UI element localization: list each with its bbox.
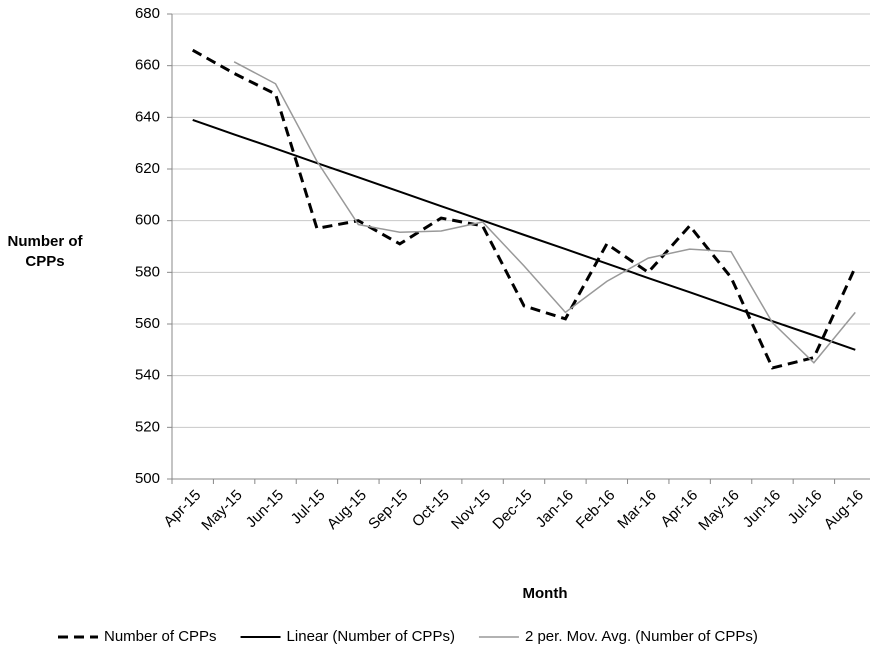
x-tick-label: May-16 bbox=[695, 487, 742, 534]
x-tick-label: Jun-15 bbox=[243, 487, 287, 531]
y-tick-label: 520 bbox=[135, 418, 160, 435]
legend-item: Linear (Number of CPPs) bbox=[240, 628, 455, 645]
x-tick-label: Aug-16 bbox=[821, 487, 867, 533]
y-tick-label: 640 bbox=[135, 108, 160, 125]
legend-item: 2 per. Mov. Avg. (Number of CPPs) bbox=[478, 628, 758, 645]
x-tick-label: Aug-15 bbox=[324, 487, 370, 533]
y-tick-label: 620 bbox=[135, 160, 160, 177]
x-tick-label: May-15 bbox=[198, 487, 245, 534]
y-tick-label: 580 bbox=[135, 263, 160, 280]
x-axis-label: Month bbox=[523, 585, 568, 602]
y-tick-label: 680 bbox=[135, 5, 160, 22]
x-tick-label: Jul-16 bbox=[785, 487, 826, 528]
x-tick-label: Jun-16 bbox=[740, 487, 784, 531]
legend-label: Linear (Number of CPPs) bbox=[287, 628, 455, 645]
series-line bbox=[233, 61, 856, 364]
x-tick-label: Jan-16 bbox=[533, 487, 577, 531]
series-line bbox=[192, 118, 856, 351]
x-tick-label: Jul-15 bbox=[288, 487, 329, 528]
legend-label: 2 per. Mov. Avg. (Number of CPPs) bbox=[525, 628, 758, 645]
x-tick-label: Apr-15 bbox=[160, 487, 204, 531]
y-tick-label: 660 bbox=[135, 57, 160, 74]
x-tick-label: Nov-15 bbox=[448, 487, 494, 533]
x-tick-label: Dec-15 bbox=[489, 487, 535, 533]
y-tick-label: 560 bbox=[135, 315, 160, 332]
legend-item: Number of CPPs bbox=[58, 628, 217, 645]
x-tick-label: Apr-16 bbox=[657, 487, 701, 531]
series-line bbox=[191, 48, 857, 370]
legend-label: Number of CPPs bbox=[104, 628, 217, 645]
y-axis-label: Number of CPPs bbox=[7, 233, 83, 270]
x-tick-label: Sep-15 bbox=[365, 487, 411, 533]
y-tick-label: 600 bbox=[135, 212, 160, 229]
y-tick-label: 540 bbox=[135, 367, 160, 384]
y-tick-label: 500 bbox=[135, 470, 160, 487]
x-tick-label: Feb-16 bbox=[573, 487, 619, 533]
x-tick-label: Oct-15 bbox=[409, 487, 453, 531]
x-tick-label: Mar-16 bbox=[614, 487, 660, 533]
